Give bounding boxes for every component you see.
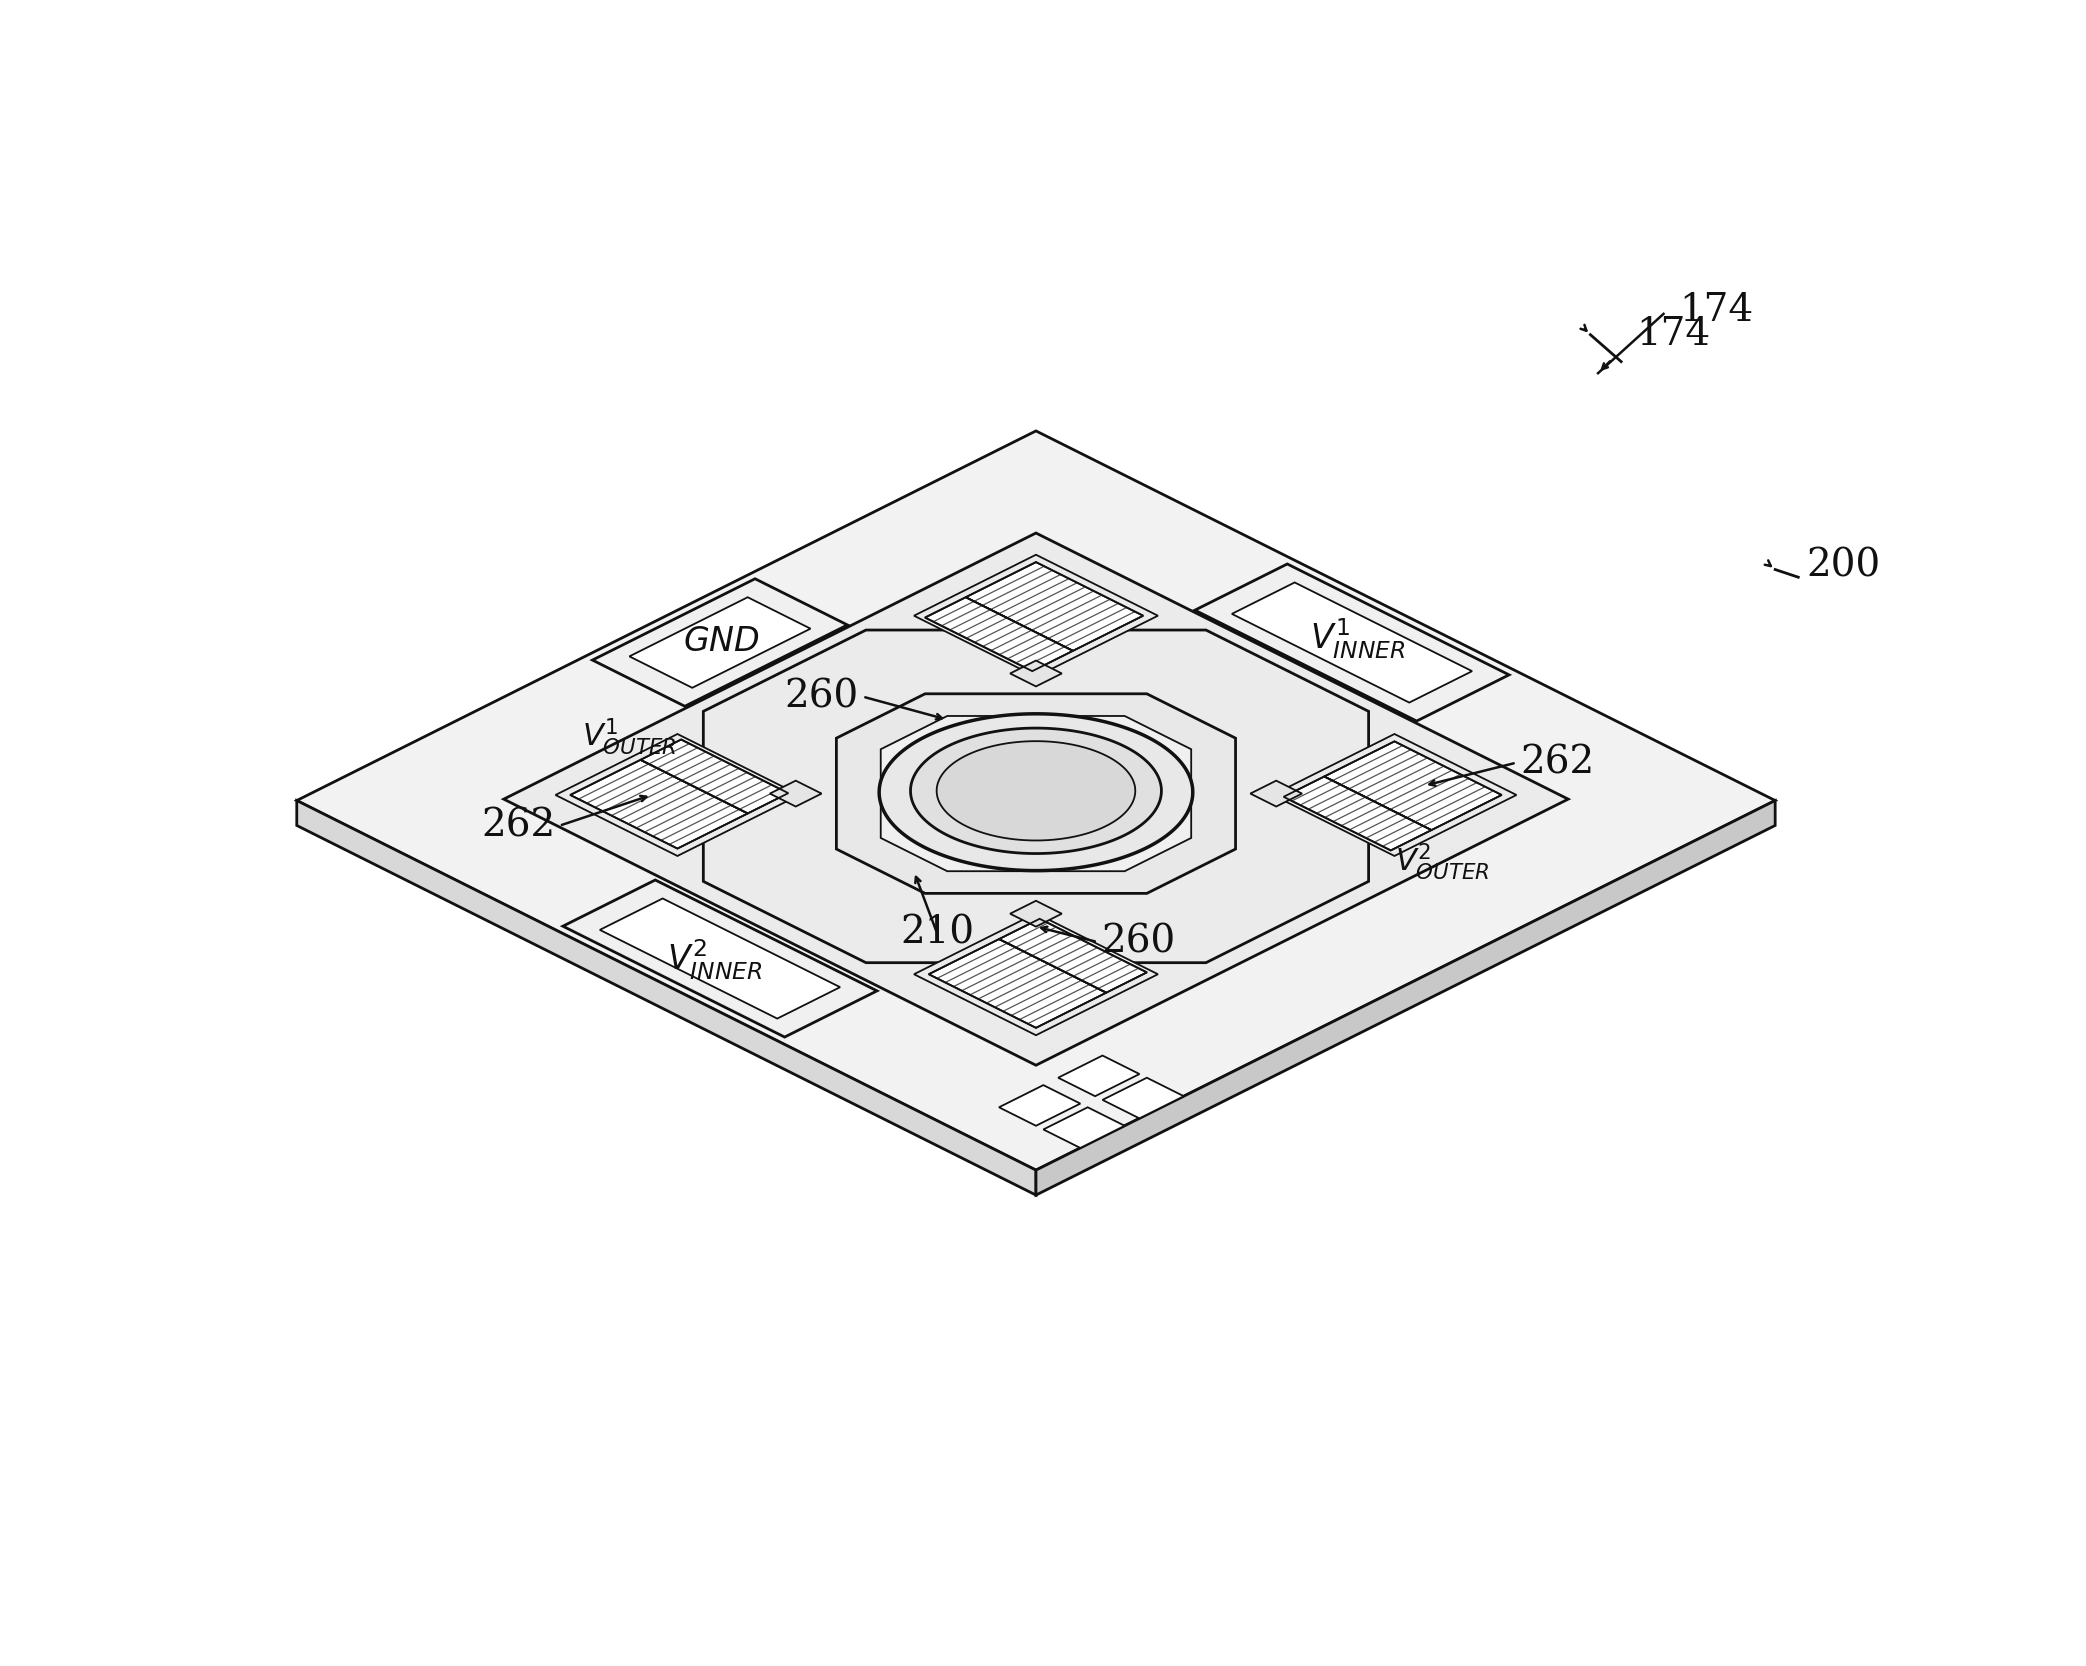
Polygon shape xyxy=(1043,1108,1124,1148)
Polygon shape xyxy=(878,713,1193,871)
Text: 260: 260 xyxy=(1101,923,1177,961)
Polygon shape xyxy=(569,760,747,848)
Text: 260: 260 xyxy=(784,678,859,715)
Polygon shape xyxy=(999,1085,1081,1126)
Polygon shape xyxy=(296,431,1775,1170)
Polygon shape xyxy=(503,533,1569,1065)
Polygon shape xyxy=(601,898,841,1018)
Polygon shape xyxy=(1010,901,1062,926)
Polygon shape xyxy=(703,630,1368,963)
Polygon shape xyxy=(563,880,876,1036)
Text: $V^2_{INNER}$: $V^2_{INNER}$ xyxy=(668,938,761,981)
Polygon shape xyxy=(999,918,1147,993)
Polygon shape xyxy=(937,741,1135,840)
Polygon shape xyxy=(1233,583,1473,703)
Polygon shape xyxy=(1058,1056,1139,1096)
Text: $V^1_{INNER}$: $V^1_{INNER}$ xyxy=(1310,616,1406,660)
Polygon shape xyxy=(555,735,799,856)
Polygon shape xyxy=(836,693,1235,893)
Polygon shape xyxy=(1037,801,1775,1195)
Polygon shape xyxy=(880,716,1191,871)
Text: $V^2_{OUTER}$: $V^2_{OUTER}$ xyxy=(1396,841,1489,883)
Polygon shape xyxy=(914,555,1158,676)
Polygon shape xyxy=(630,596,811,688)
Polygon shape xyxy=(1103,1078,1185,1118)
Polygon shape xyxy=(1010,660,1062,686)
Polygon shape xyxy=(1325,741,1502,830)
Text: 200: 200 xyxy=(1806,546,1879,585)
Polygon shape xyxy=(1283,776,1431,850)
Polygon shape xyxy=(296,801,1037,1195)
Polygon shape xyxy=(592,578,847,706)
Polygon shape xyxy=(966,561,1143,651)
Text: 174: 174 xyxy=(1679,292,1752,328)
Polygon shape xyxy=(1250,781,1302,806)
Text: 262: 262 xyxy=(482,808,555,845)
Polygon shape xyxy=(1272,735,1517,856)
Polygon shape xyxy=(770,781,822,806)
Text: 174: 174 xyxy=(1638,317,1711,353)
Text: $V^1_{OUTER}$: $V^1_{OUTER}$ xyxy=(582,716,676,756)
Polygon shape xyxy=(928,940,1106,1028)
Polygon shape xyxy=(914,913,1158,1035)
Polygon shape xyxy=(1195,565,1508,721)
Text: $GND$: $GND$ xyxy=(684,626,759,658)
Polygon shape xyxy=(909,728,1162,853)
Text: 210: 210 xyxy=(899,915,974,951)
Polygon shape xyxy=(924,596,1072,671)
Text: 262: 262 xyxy=(1521,745,1594,781)
Polygon shape xyxy=(640,740,789,813)
